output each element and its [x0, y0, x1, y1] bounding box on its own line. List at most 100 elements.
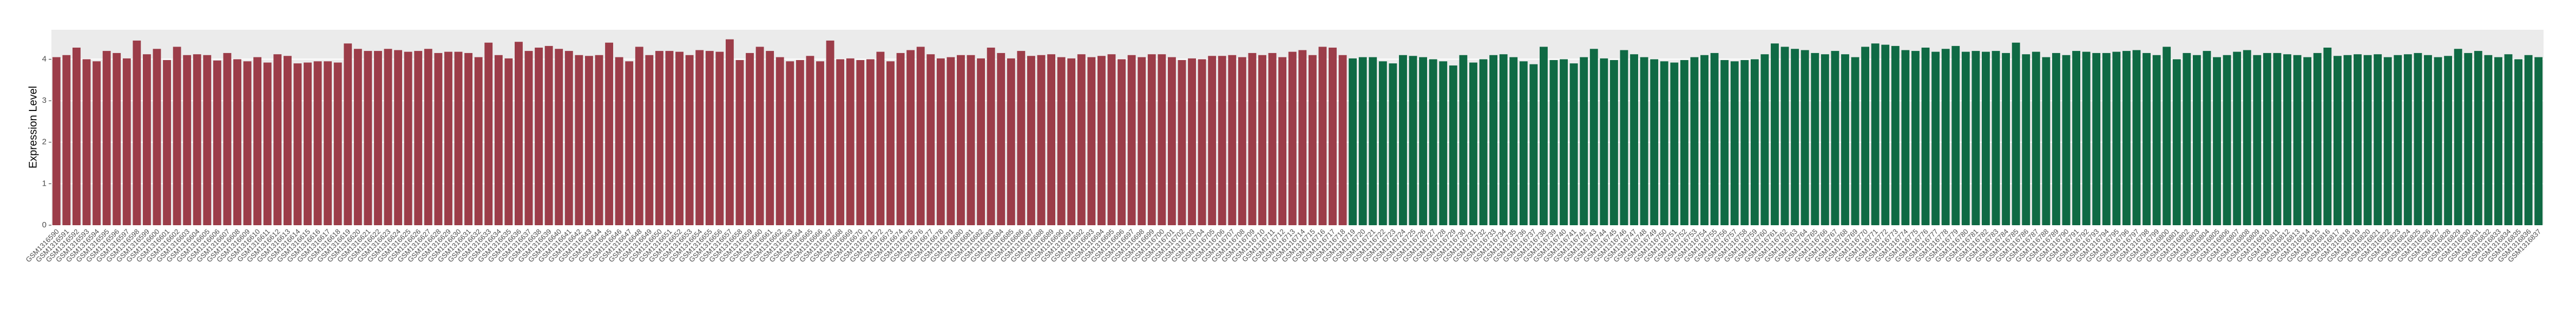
bar	[1138, 57, 1146, 225]
bar	[1318, 47, 1327, 226]
bar	[1288, 51, 1297, 226]
bar	[1358, 57, 1367, 225]
bar	[62, 55, 71, 225]
bar	[2363, 55, 2372, 225]
bar	[2293, 55, 2302, 225]
bar	[394, 50, 403, 225]
bar	[1047, 54, 1055, 225]
bar	[1690, 57, 1699, 225]
bar	[1338, 55, 1347, 225]
bar	[1037, 55, 1046, 225]
bar	[2132, 50, 2141, 225]
bar	[203, 55, 212, 225]
bar	[806, 56, 814, 225]
bar	[2072, 51, 2080, 225]
bar	[746, 53, 754, 225]
bar	[364, 51, 372, 225]
bar	[1620, 50, 1628, 225]
bar	[816, 61, 824, 225]
bar	[866, 59, 875, 225]
bar	[1992, 51, 2000, 225]
bar	[2354, 54, 2362, 225]
bar	[1178, 60, 1186, 225]
bar	[1489, 55, 1498, 225]
bar	[223, 53, 232, 225]
y-tick-label: 2	[42, 138, 47, 147]
bar	[1760, 54, 1769, 225]
bar	[2524, 55, 2533, 225]
bar	[2424, 55, 2432, 225]
bar	[2112, 51, 2121, 226]
bar	[1057, 57, 1066, 225]
bar	[2092, 53, 2101, 225]
bar	[1871, 43, 1880, 225]
bar	[2534, 57, 2543, 225]
bar	[2313, 53, 2322, 225]
bar	[1278, 57, 1287, 225]
y-tick-label: 1	[42, 179, 47, 188]
bar	[2122, 51, 2131, 225]
bar	[2464, 53, 2473, 225]
bar	[977, 58, 985, 226]
bar	[2152, 55, 2161, 225]
bar	[233, 59, 241, 225]
bar	[1459, 55, 1468, 225]
bar	[2474, 51, 2482, 225]
bar	[2343, 55, 2352, 225]
bar	[2303, 57, 2312, 225]
bar	[1800, 50, 1809, 225]
bar	[1067, 58, 1076, 226]
y-tick-label: 0	[42, 220, 47, 230]
bar	[564, 51, 573, 225]
bar	[2213, 57, 2221, 225]
bar	[1298, 50, 1307, 225]
bar	[243, 61, 252, 225]
bar	[2022, 54, 2030, 225]
bar	[1730, 61, 1739, 225]
bar	[2203, 51, 2211, 225]
bar	[515, 42, 523, 225]
bar	[113, 53, 121, 225]
bar	[1238, 57, 1246, 225]
bar	[1439, 61, 1448, 225]
bar	[283, 56, 292, 225]
bar	[1097, 56, 1106, 225]
bar	[1429, 59, 1437, 225]
bar	[655, 51, 663, 225]
bar	[1851, 57, 1859, 225]
bar	[2253, 55, 2262, 225]
bar	[544, 45, 553, 225]
bar	[52, 57, 61, 225]
bar	[886, 61, 895, 225]
bar	[1017, 51, 1026, 225]
bar	[1087, 57, 1096, 225]
bar	[1771, 43, 1779, 225]
bar	[695, 50, 704, 225]
bar	[1147, 54, 1156, 225]
bar	[2403, 54, 2412, 225]
bar	[1118, 59, 1126, 225]
bar	[93, 61, 101, 225]
bar	[936, 58, 945, 226]
bar	[776, 57, 784, 225]
bar	[1609, 60, 1618, 225]
bar	[1982, 51, 1990, 226]
bar	[1540, 47, 1548, 226]
bar	[1901, 50, 1910, 225]
bar	[1931, 51, 1940, 226]
bar	[2394, 55, 2402, 225]
bar	[2434, 57, 2442, 225]
bar	[1167, 57, 1176, 225]
bar	[595, 55, 603, 225]
bar	[605, 42, 613, 226]
bar	[685, 55, 694, 225]
bar	[1589, 49, 1598, 225]
bar	[1378, 61, 1387, 225]
bar	[1881, 44, 1890, 226]
bar	[1258, 55, 1266, 225]
bar	[2233, 51, 2242, 226]
bar	[142, 54, 151, 225]
bar	[2143, 53, 2151, 225]
bar	[1961, 51, 1970, 226]
bar	[1921, 47, 1930, 226]
